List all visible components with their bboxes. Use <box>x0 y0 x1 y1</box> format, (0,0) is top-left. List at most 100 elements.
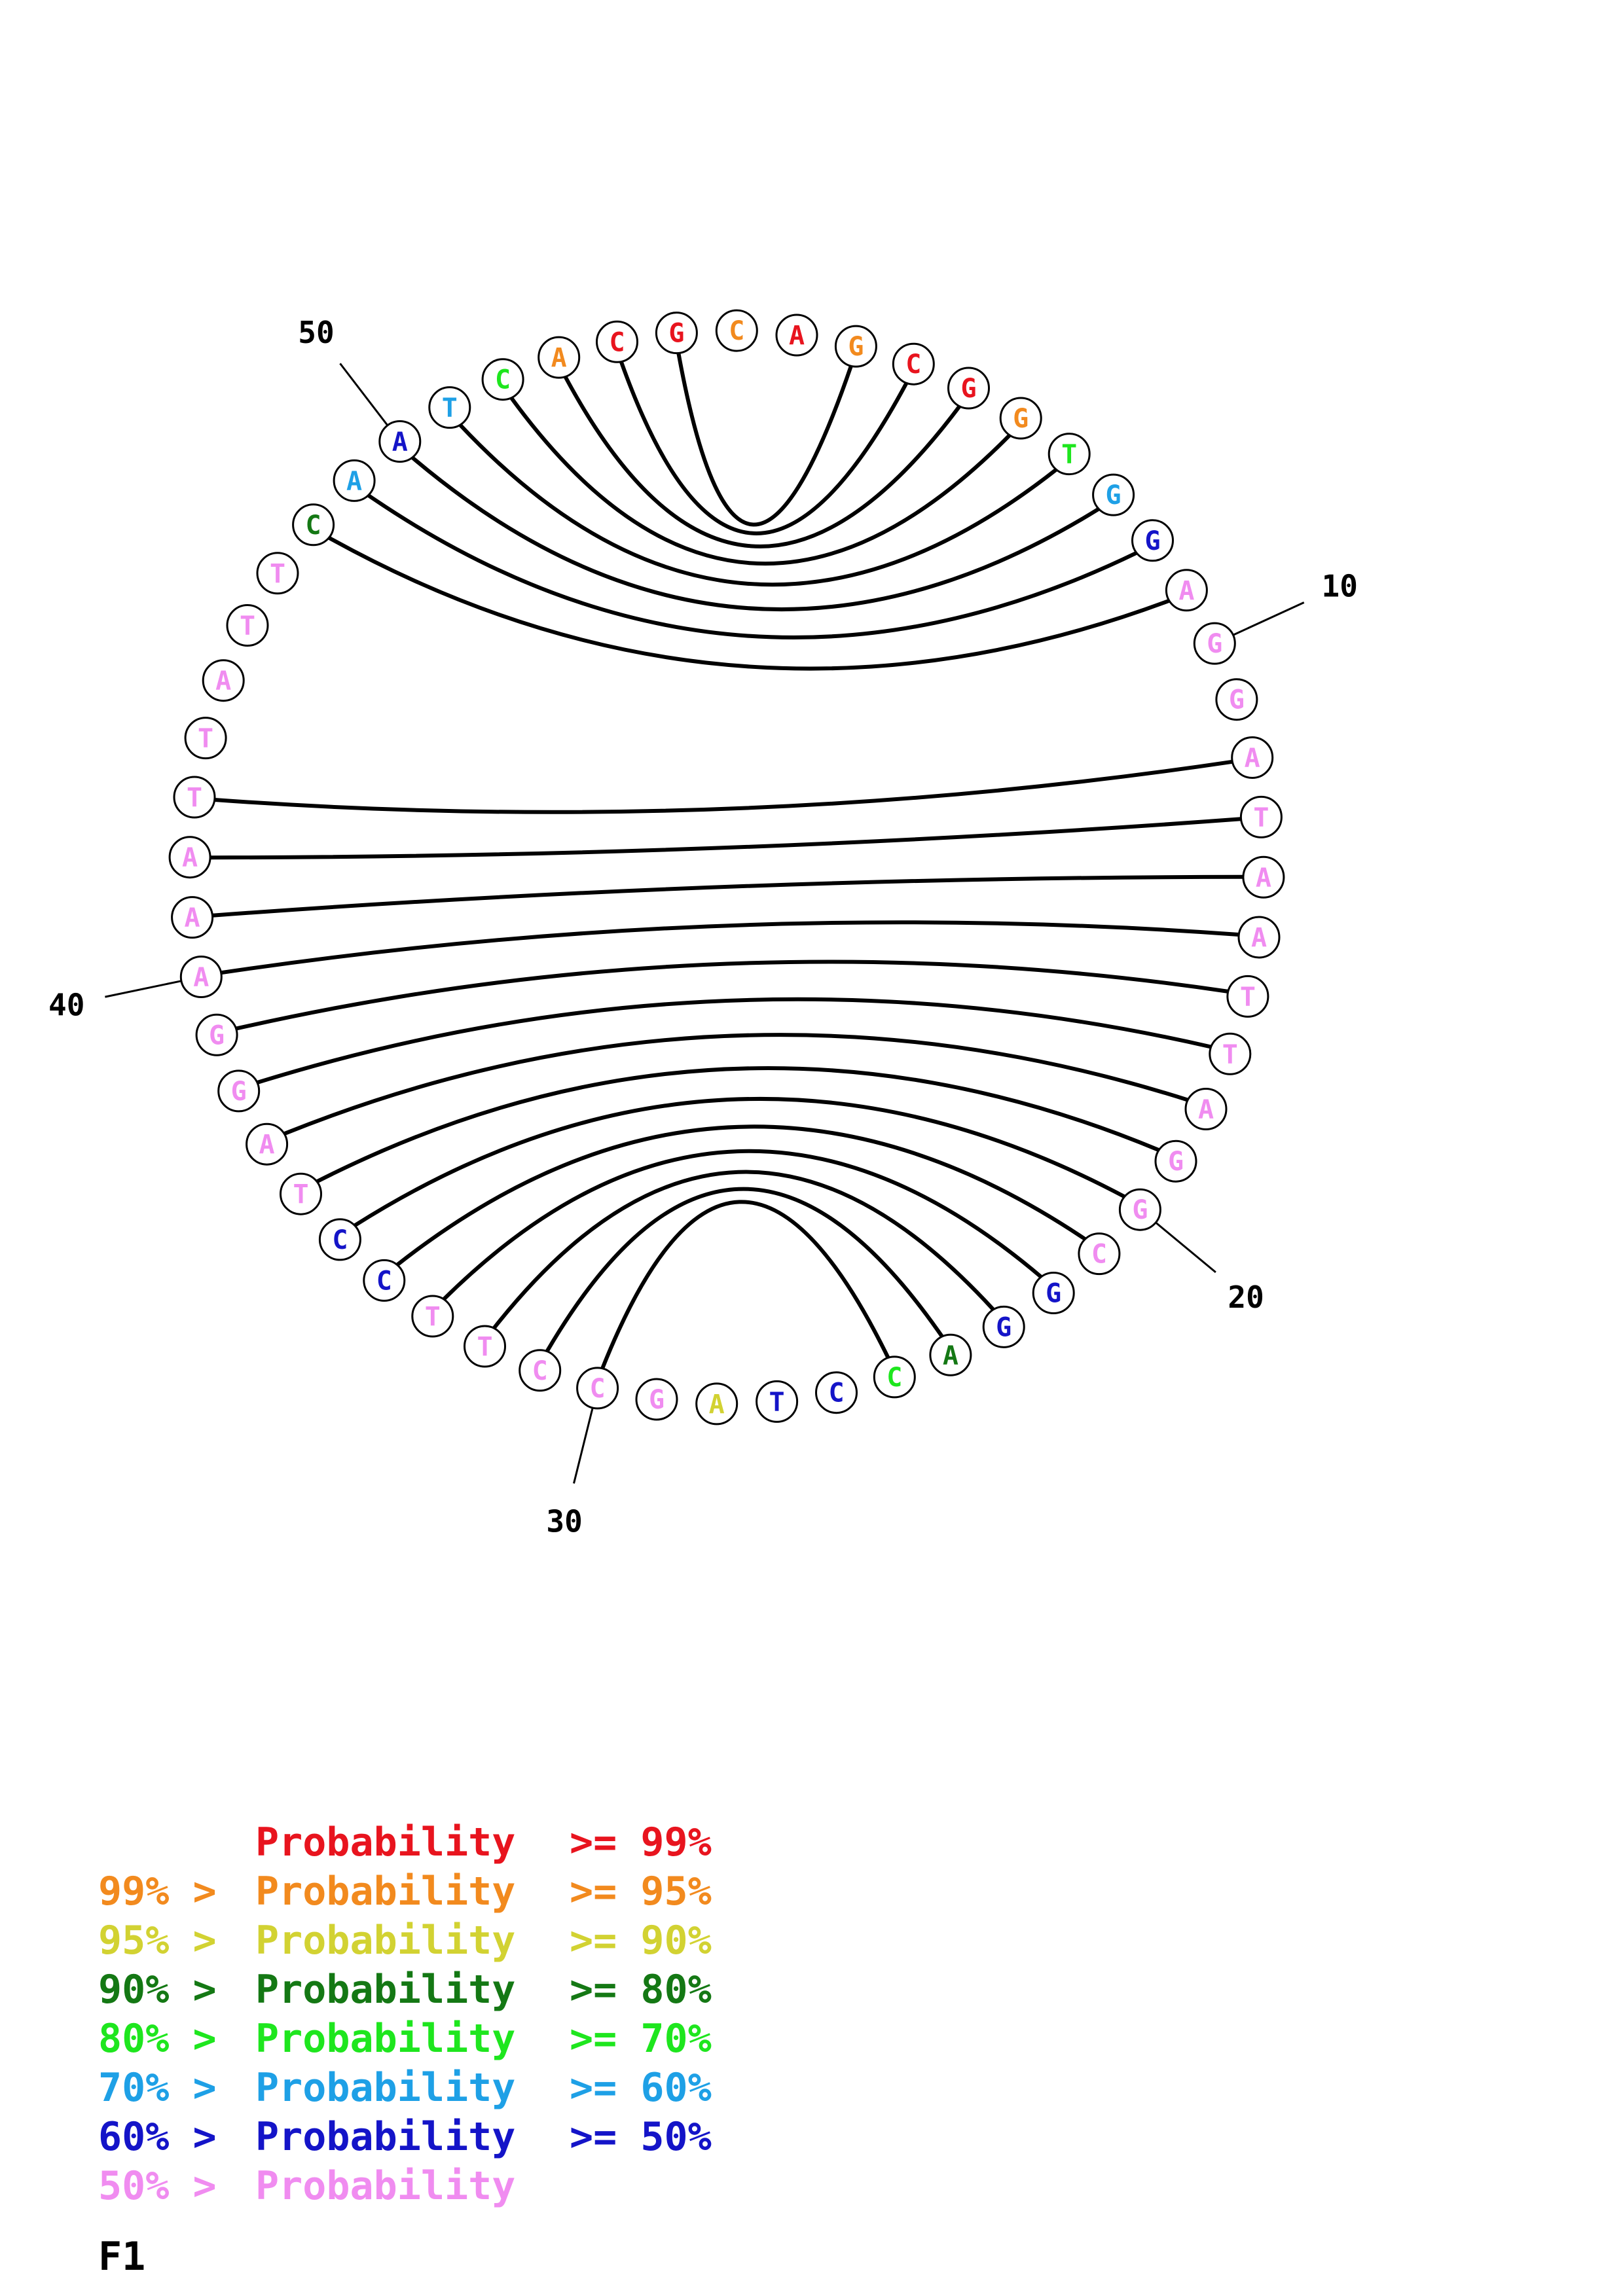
nucleotide-ring <box>168 836 211 879</box>
nucleotide-ring <box>246 1122 289 1166</box>
nucleotide-ring <box>464 1325 506 1368</box>
nucleotide-ring <box>481 358 524 401</box>
nucleotide-ring <box>576 1367 619 1410</box>
legend-row-p80: 90% > Probability >= 80% <box>98 1967 712 2013</box>
nucleotide-ring <box>1092 473 1135 516</box>
nucleotide-ring <box>333 459 376 502</box>
nucleotide-25: C <box>873 1355 916 1399</box>
legend-label: Probability <box>255 1820 515 1865</box>
nucleotide-letter: A <box>1198 1095 1214 1125</box>
nucleotide-1: A <box>775 314 818 357</box>
nucleotide-7: G <box>1092 473 1135 516</box>
nucleotide-letter: G <box>960 374 976 404</box>
nucleotide-ring <box>892 342 935 386</box>
base-pair-arc-18-37 <box>283 1033 1189 1136</box>
tick-line-10 <box>1232 601 1305 636</box>
legend-suffix: >= 95% <box>570 1869 712 1914</box>
base-pair-arc-13-42 <box>210 817 1241 860</box>
nucleotide-ring <box>655 312 698 355</box>
nucleotide-letter: G <box>209 1020 225 1050</box>
nucleotide-letter: G <box>1013 404 1029 434</box>
nucleotide-ring <box>1184 1088 1228 1130</box>
base-pair-arc-16-39 <box>235 960 1229 1031</box>
nucleotide-32: T <box>464 1325 506 1368</box>
nucleotide-43: T <box>173 776 216 819</box>
nucleotide-letter: T <box>198 724 213 754</box>
base-pair-arc-24-31 <box>545 1187 944 1353</box>
nucleotide-ring <box>756 1380 799 1423</box>
legend-row-p60: 70% > Probability >= 60% <box>98 2065 712 2111</box>
legend-label: Probability <box>255 1869 515 1914</box>
nucleotide-letter: A <box>346 466 362 496</box>
legend-label: Probability <box>255 2163 515 2209</box>
nucleotide-ring <box>1239 795 1283 838</box>
nucleotide-23: G <box>982 1305 1025 1348</box>
tick-label-40: 40 <box>48 987 84 1022</box>
legend-row-p70: 80% > Probability >= 70% <box>98 2016 712 2062</box>
nucleotide-ring <box>929 1333 972 1376</box>
nucleotide-ring <box>1154 1139 1197 1183</box>
nucleotide-37: A <box>246 1122 289 1166</box>
nucleotide-ring <box>428 386 471 429</box>
nucleotide-ring <box>715 309 758 352</box>
nucleotide-ring <box>1209 1032 1252 1075</box>
nucleotide-letter: T <box>1222 1039 1238 1069</box>
nucleotide-13: T <box>1239 795 1283 838</box>
nucleotide-16: T <box>1226 975 1269 1018</box>
nucleotide-48: C <box>292 503 335 547</box>
nucleotide-ring <box>635 1378 678 1421</box>
nucleotide-46: T <box>226 604 269 647</box>
nucleotide-letter: C <box>306 511 321 541</box>
nucleotide-34: C <box>363 1259 406 1302</box>
legend-row-p90: 95% > Probability >= 90% <box>98 1918 712 1964</box>
nucleotide-letter: G <box>848 332 864 362</box>
legend-label: Probability <box>255 2114 515 2160</box>
nucleotide-letter: A <box>259 1130 275 1160</box>
nucleotide-letter: T <box>1240 982 1256 1012</box>
nucleotide-letter: A <box>185 903 200 933</box>
tick-label-30: 30 <box>546 1504 582 1539</box>
probability-legend: Probability >= 99%99% > Probability >= 95%9… <box>98 1820 712 2209</box>
nucleotide-letter: C <box>376 1266 392 1296</box>
nucleotide-2: G <box>834 325 877 368</box>
nucleotide-letter: A <box>1256 863 1271 893</box>
nucleotide-ring <box>1131 519 1174 562</box>
nucleotide-ring <box>1165 569 1208 612</box>
nucleotide-ring <box>173 776 216 819</box>
nucleotide-12: A <box>1231 736 1274 779</box>
nucleotide-letter: G <box>649 1385 665 1415</box>
nucleotide-14: A <box>1242 855 1285 899</box>
nucleotide-ring <box>363 1259 406 1302</box>
nucleotide-ring <box>318 1218 361 1261</box>
nucleotide-29: G <box>635 1378 678 1421</box>
nucleotide-circle: A GCGGTGGAGGATAATTAGGCGGACCTAGCCTTCCTAGGA… <box>168 309 1285 1426</box>
nucleotide-ring <box>834 325 877 368</box>
nucleotide-19: G <box>1154 1139 1197 1183</box>
nucleotide-ring <box>171 896 214 939</box>
nucleotide-54: C <box>596 320 638 363</box>
nucleotide-letter: G <box>1144 526 1160 556</box>
nucleotide-letter: C <box>729 316 744 346</box>
nucleotide-ring <box>184 717 227 760</box>
tick-line-20 <box>1155 1221 1216 1274</box>
nucleotide-36: T <box>280 1172 322 1215</box>
tick-line-30 <box>573 1407 594 1484</box>
nucleotide-letter: A <box>182 843 198 873</box>
legend-suffix: >= 70% <box>570 2016 712 2062</box>
nucleotide-ring <box>1226 975 1269 1018</box>
nucleotide-letter: T <box>240 611 255 641</box>
base-pair-arc-14-41 <box>212 874 1243 918</box>
nucleotide-letter: A <box>789 321 805 351</box>
nucleotide-ring <box>1078 1232 1121 1276</box>
nucleotide-letter: A <box>193 963 209 993</box>
nucleotide-26: C <box>815 1371 858 1414</box>
nucleotide-letter: G <box>668 319 684 349</box>
nucleotide-53: A <box>538 336 581 379</box>
nucleotide-ring <box>873 1355 916 1399</box>
legend-prefix: 90% > <box>98 1967 217 2013</box>
nucleotide-17: T <box>1209 1032 1252 1075</box>
nucleotide-27: T <box>756 1380 799 1423</box>
nucleotide-letter: A <box>1251 923 1267 953</box>
nucleotide-letter: A <box>709 1390 725 1420</box>
